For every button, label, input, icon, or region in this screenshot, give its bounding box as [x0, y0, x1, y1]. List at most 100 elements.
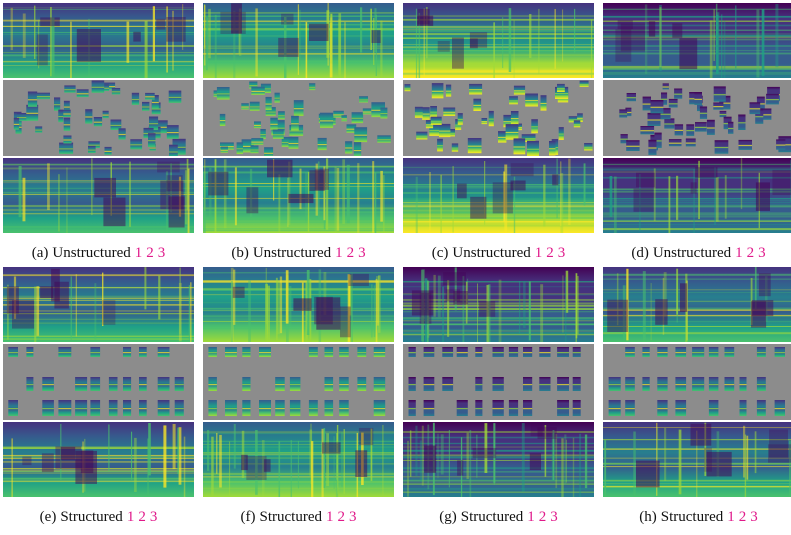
harmonic-line [603, 200, 791, 202]
audio-link-1[interactable]: 1 [727, 509, 735, 525]
visible-patch [346, 124, 357, 133]
patch-harmonic [626, 97, 636, 99]
audio-link-2[interactable]: 2 [746, 245, 755, 261]
visible-patch [251, 138, 264, 145]
audio-link-3[interactable]: 3 [750, 509, 758, 525]
low-energy-region [288, 193, 314, 204]
harmonic-line [203, 165, 394, 168]
audio-link-3[interactable]: 3 [348, 509, 357, 525]
patch-harmonic [85, 116, 93, 118]
patch-harmonic [492, 408, 504, 410]
patch-harmonic [242, 384, 251, 386]
onset-streak [565, 277, 567, 342]
onset-streak [713, 9, 715, 61]
patch-harmonic [481, 121, 488, 123]
harmonic-line [603, 485, 791, 488]
audio-link-2[interactable]: 2 [337, 509, 345, 525]
patch-harmonic [647, 119, 661, 121]
audio-link-3[interactable]: 3 [149, 509, 158, 525]
onset-streak [744, 434, 747, 497]
onset-streak [360, 7, 363, 53]
patch-harmonic [259, 352, 271, 354]
onset-streak [639, 174, 641, 232]
masked-spectrogram [603, 344, 791, 420]
low-energy-region [156, 18, 166, 30]
audio-link-1[interactable]: 1 [335, 245, 343, 261]
harmonic-line [603, 72, 791, 74]
audio-link-2[interactable]: 2 [538, 509, 547, 525]
panel-caption: (b) Unstructured 1 2 3 [197, 244, 400, 262]
onset-streak [323, 166, 326, 221]
patch-harmonic [75, 384, 88, 386]
harmonic-line [603, 216, 791, 218]
visible-patch [13, 117, 20, 130]
audio-link-3[interactable]: 3 [557, 245, 566, 261]
onset-streak [211, 436, 214, 497]
audio-link-2[interactable]: 2 [138, 509, 146, 525]
visible-patch [723, 116, 732, 130]
onset-streak [421, 425, 424, 486]
patch-harmonic [8, 352, 18, 354]
low-energy-region [340, 306, 351, 338]
audio-link-1[interactable]: 1 [325, 509, 334, 525]
audio-link-1[interactable]: 1 [534, 245, 543, 261]
harmonic-line [403, 460, 594, 461]
low-energy-region [75, 450, 97, 484]
onset-streak [370, 428, 373, 481]
onset-streak [419, 440, 423, 482]
onset-streak [659, 7, 662, 68]
harmonic-line [3, 304, 194, 306]
audio-link-3[interactable]: 3 [758, 245, 766, 261]
audio-link-1[interactable]: 1 [735, 245, 743, 261]
onset-streak [51, 17, 55, 78]
harmonic-line [403, 73, 594, 75]
original-spectrogram [403, 3, 594, 78]
onset-streak [422, 269, 425, 318]
low-energy-region [690, 423, 712, 446]
patch-harmonic [377, 139, 391, 141]
low-energy-region [472, 448, 497, 459]
audio-link-2[interactable]: 2 [346, 245, 355, 261]
low-energy-region [679, 38, 698, 70]
patch-harmonic [642, 103, 651, 105]
onset-streak [22, 177, 26, 222]
onset-streak [375, 14, 377, 77]
onset-streak [372, 161, 375, 233]
onset-streak [429, 172, 431, 232]
onset-streak [275, 277, 278, 341]
onset-streak [183, 436, 186, 497]
patch-harmonic [724, 352, 735, 354]
harmonic-line [603, 33, 791, 35]
patch-harmonic [674, 129, 684, 131]
audio-link-2[interactable]: 2 [146, 245, 154, 261]
low-energy-region [348, 273, 369, 286]
audio-link-3[interactable]: 3 [550, 509, 558, 525]
onset-streak [469, 430, 472, 497]
audio-link-1[interactable]: 1 [126, 509, 135, 525]
patch-harmonic [423, 384, 435, 386]
audio-link-2[interactable]: 2 [738, 509, 747, 525]
harmonic-line [403, 18, 594, 21]
patch-harmonic [110, 124, 122, 126]
patch-harmonic [225, 408, 237, 410]
onset-streak [678, 429, 682, 495]
onset-streak [170, 163, 172, 213]
harmonic-line [403, 299, 594, 301]
harmonic-line [3, 335, 194, 337]
audio-link-3[interactable]: 3 [157, 245, 166, 261]
audio-link-2[interactable]: 2 [546, 245, 554, 261]
audio-link-3[interactable]: 3 [358, 245, 366, 261]
patch-harmonic [657, 352, 668, 354]
audio-link-1[interactable]: 1 [527, 509, 535, 525]
patch-harmonic [317, 144, 327, 146]
low-energy-region [755, 182, 770, 211]
onset-streak [374, 172, 377, 233]
visible-patch [756, 96, 765, 110]
original-spectrogram [603, 267, 791, 342]
caption-type: Unstructured [252, 245, 332, 261]
harmonic-line [3, 318, 194, 320]
audio-link-1[interactable]: 1 [134, 245, 143, 261]
onset-streak [241, 430, 245, 479]
harmonic-line [603, 332, 791, 335]
patch-harmonic [289, 130, 304, 132]
